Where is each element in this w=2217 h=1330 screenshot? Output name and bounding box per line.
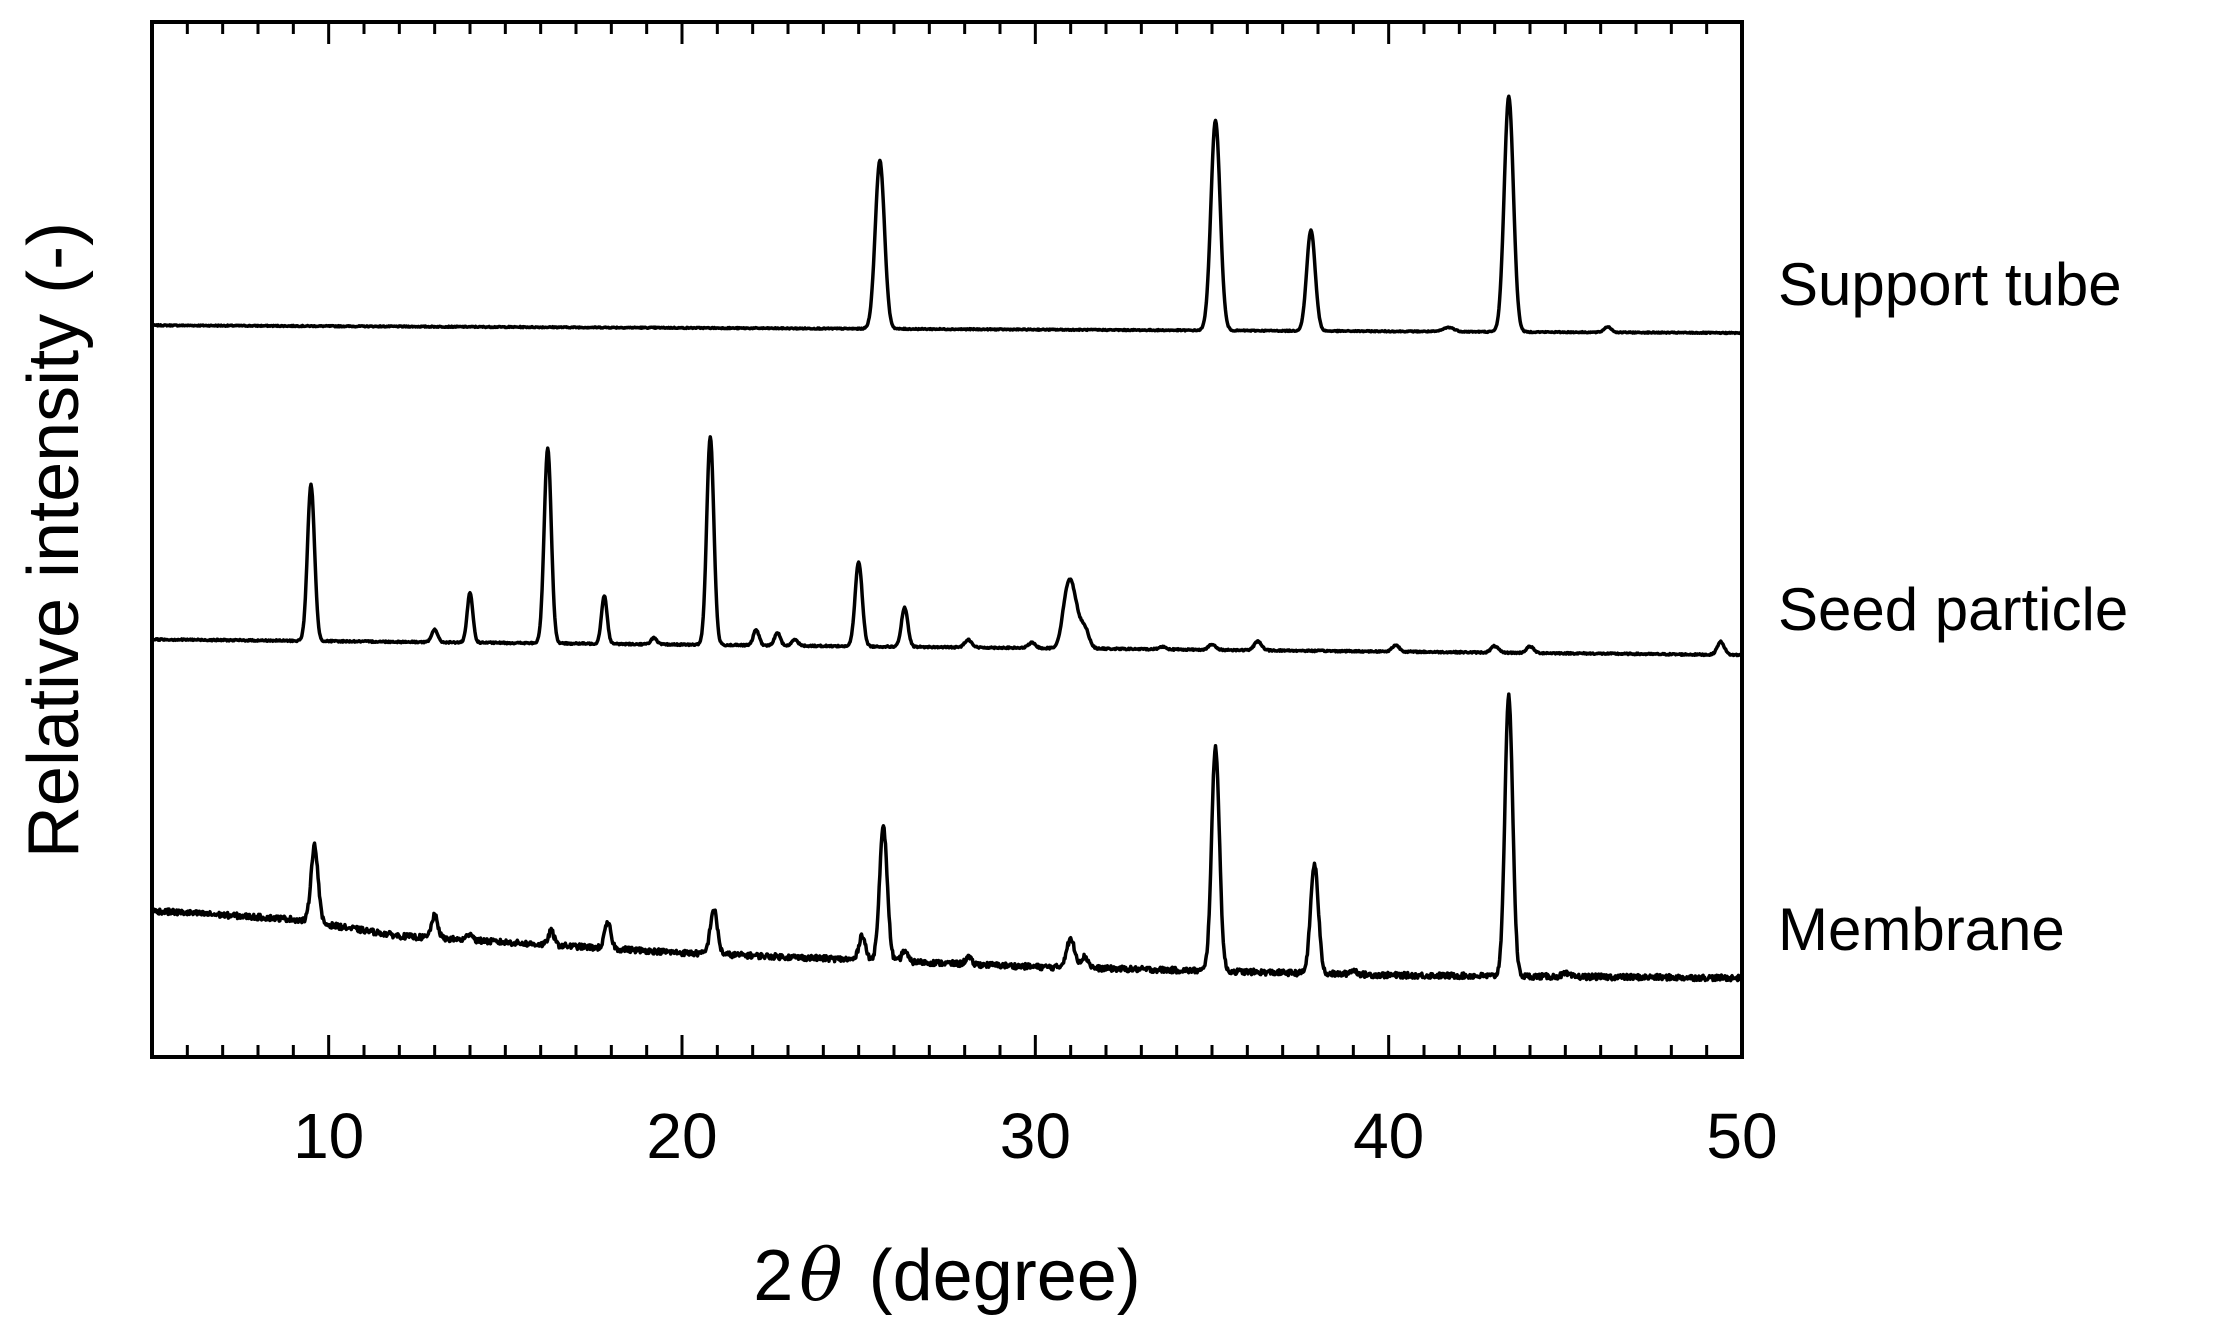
- x-tick-label: 20: [646, 1100, 717, 1172]
- y-axis-title: Relative intensity (-): [14, 222, 94, 858]
- series-label: Membrane: [1778, 896, 2065, 963]
- series-line-membrane: [150, 692, 1744, 983]
- x-tick-label: 10: [293, 1100, 364, 1172]
- series-line-support-tube: [150, 94, 1744, 336]
- axis-ticks: [150, 22, 1744, 1057]
- x-tick-label: 30: [1000, 1100, 1071, 1172]
- theta-symbol: θ: [799, 1233, 842, 1317]
- x-tick-labels: 10 20 30 40 50: [293, 1100, 1778, 1172]
- x-tick-label: 50: [1706, 1100, 1777, 1172]
- series-label: Support tube: [1778, 251, 2122, 318]
- series-line-seed-particle: [150, 435, 1744, 658]
- x-axis-title: 2θ (degree): [753, 1233, 1141, 1317]
- x-axis-title-prefix: 2: [753, 1236, 793, 1316]
- x-tick-label: 40: [1353, 1100, 1424, 1172]
- series-labels: Support tube Seed particle Membrane: [1778, 251, 2128, 963]
- series-lines: [150, 94, 1744, 983]
- x-axis-title-suffix: (degree): [849, 1236, 1141, 1316]
- series-label: Seed particle: [1778, 576, 2128, 643]
- plot-frame: [150, 20, 1744, 1059]
